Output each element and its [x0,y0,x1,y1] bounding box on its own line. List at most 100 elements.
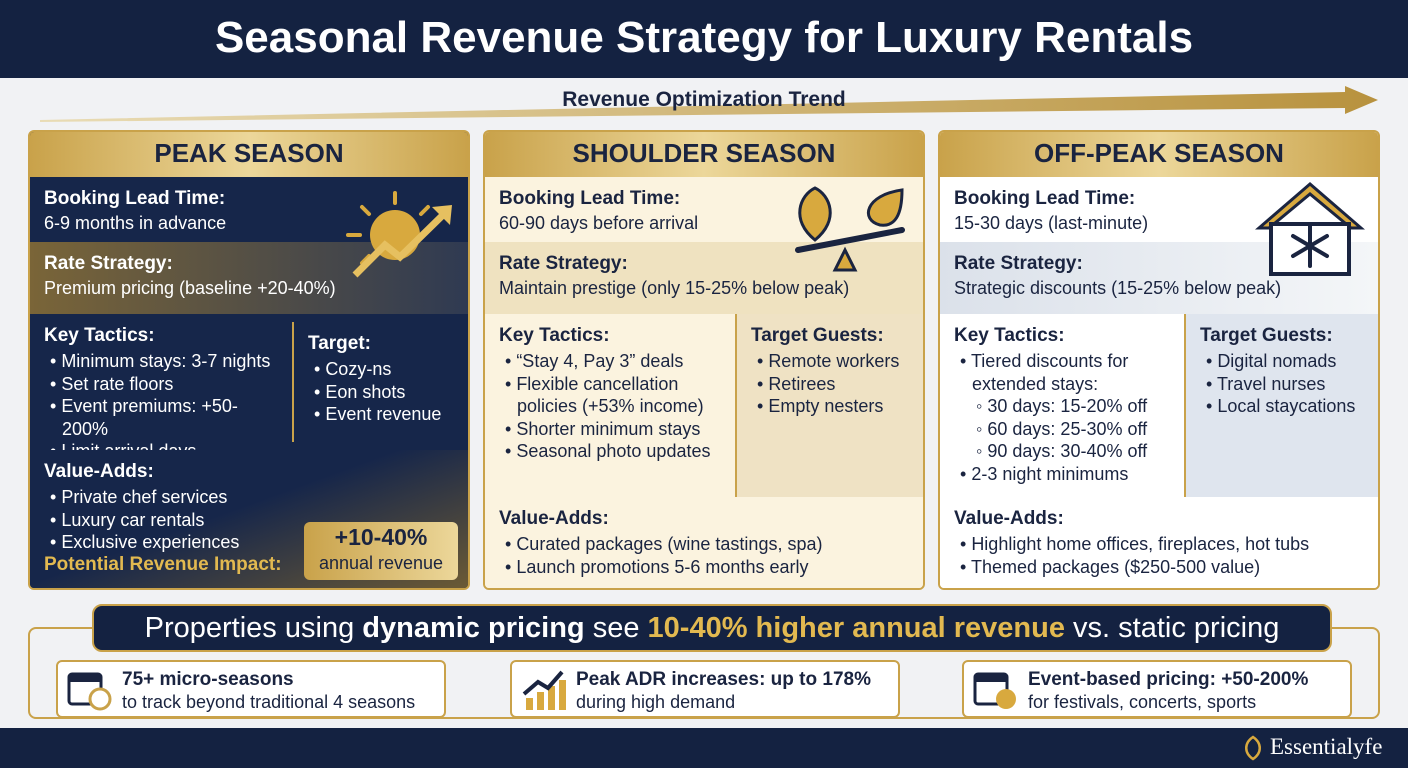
list-item: • Curated packages (wine tastings, spa) [505,534,823,554]
value-label: Value-Adds: [499,508,609,529]
season-title: SHOULDER SEASON [485,132,923,177]
item-text: Highlight home offices, fireplaces, hot … [971,534,1310,554]
item-text: Set rate floors [61,373,174,394]
list-item: • Flexible cancellation policies (+53% i… [505,373,704,417]
season-card: SHOULDER SEASON Booking Lead Time: 60-90 d… [483,130,925,590]
list-item: • Shorter minimum stays [505,418,701,439]
list-item: • Seasonal photo updates [505,441,711,461]
list-item: • Launch promotions 5-6 months early [505,556,809,577]
list-item: • Event premiums: +50-200% [50,396,238,439]
key-tactics: Key Tactics: • “Stay 4, Pay 3” deals • Fle… [485,314,735,497]
target-label: Target: [308,333,371,354]
stat-subtitle: for festivals, concerts, sports [1028,692,1257,712]
item-text: Event premiums: +50-200% [61,396,238,439]
rate-text: Maintain prestige (only 15-25% below pea… [499,278,850,298]
calendar-clock-icon [67,672,112,711]
item-text: Event revenue [325,404,442,424]
subitem-text: 60 days: 25-30% off [987,418,1148,439]
list-item: • Luxury car rentals [50,509,205,530]
item-text: Eon shots [325,381,406,402]
item-text: Themed packages ($250-500 value) [970,556,1261,577]
item-text: Seasonal photo updates [516,441,711,461]
trend-arrow [40,86,1378,122]
item-text: Launch promotions 5-6 months early [516,556,809,577]
footer-band [0,728,1408,768]
value-label: Value-Adds: [954,508,1064,529]
lead-time: Booking Lead Time: 60-90 days before arri… [485,177,923,242]
list-item: • Local staycations [1206,396,1356,416]
scale-icon [795,186,905,272]
season-title: OFF-PEAK SEASON [940,132,1378,177]
season-card: OFF-PEAK SEASON Booking Lead Time: 15-30 d… [938,130,1380,590]
stat-box: Peak ADR increases: up to 178% during hi… [510,660,900,718]
banner-emphasis: dynamic pricing [362,612,585,644]
lead-text: 15-30 days (last-minute) [954,213,1149,233]
list-item: • Digital nomads [1206,351,1337,371]
target: Target Guests: • Digital nomads • Travel n… [1184,314,1378,497]
subitem-text: 30 days: 15-20% off [987,396,1148,416]
calendar-event-icon [973,672,1016,709]
house-snowflake-icon [1255,182,1365,276]
list-item: • Themed packages ($250-500 value) [960,556,1261,577]
rate-strategy: Rate Strategy: Maintain prestige (only 15… [485,242,923,314]
list-item: • 2-3 night minimums [960,463,1129,484]
lead-label: Booking Lead Time: [954,188,1136,209]
item-text: Private chef services [61,487,228,507]
stat-box: Event-based pricing: +50-200% for festiv… [962,660,1352,718]
sun-icon [346,191,452,278]
tactics-label: Key Tactics: [954,325,1065,346]
rate-text: Premium pricing (baseline +20-40%) [44,278,336,298]
rate-strategy: Rate Strategy: Strategic discounts (15-25… [940,242,1378,314]
list-item: • Exclusive experiences [50,532,240,552]
target: Target: • Cozy-ns • Eon shots • Event reven… [292,322,468,442]
season-title: PEAK SEASON [30,132,468,177]
rate-label: Rate Strategy: [954,253,1083,274]
item-text: Exclusive experiences [61,532,240,552]
lead-label: Booking Lead Time: [44,188,226,209]
brand-name: Essentialyfe [1270,734,1383,759]
target-label: Target Guests: [751,325,884,346]
list-item: • Highlight home offices, fireplaces, ho… [960,534,1310,554]
rate-label: Rate Strategy: [499,253,628,274]
list-item: • Set rate floors [50,373,174,394]
list-subitem: ◦ 60 days: 25-30% off [976,418,1148,439]
item-text: Digital nomads [1217,351,1337,371]
item-text: Curated packages (wine tastings, spa) [516,534,823,554]
value-label: Value-Adds: [44,461,154,482]
item-text: Minimum stays: 3-7 nights [61,351,271,371]
banner-text: Properties using [144,612,355,644]
lead-text: 60-90 days before arrival [499,213,699,233]
item-text: Empty nesters [768,396,884,416]
item-text: Retirees [768,373,836,394]
key-tactics: Key Tactics: • Tiered discounts for exten… [940,314,1184,497]
key-tactics: Key Tactics: • Minimum stays: 3-7 nights •… [30,314,292,461]
item-text: Tiered discounts for extended stays: [970,351,1129,394]
list-item: • Empty nesters [757,396,884,416]
list-subitem: ◦ 30 days: 15-20% off [976,396,1148,416]
growth-icon [522,670,566,710]
stat-subtitle: during high demand [576,692,736,712]
stat-box: 75+ micro-seasons to track beyond tradit… [56,660,446,718]
item-text: 2-3 night minimums [971,463,1129,484]
impact-box: +10-40% annual revenue [304,522,458,580]
value-adds: Value-Adds: • Highlight home offices, fir… [940,497,1378,588]
lead-text: 6-9 months in advance [44,213,227,233]
list-item: • Eon shots [314,381,406,402]
list-item: • Retirees [757,373,836,394]
trend-label: Revenue Optimization Trend [562,88,846,111]
list-item: • Travel nurses [1206,373,1326,394]
stat-title: 75+ micro-seasons [122,669,294,690]
tactics-label: Key Tactics: [499,325,610,346]
target-label: Target Guests: [1200,325,1333,346]
stat-subtitle: to track beyond traditional 4 seasons [122,692,416,712]
rate-label: Rate Strategy: [44,253,173,274]
item-text: Shorter minimum stays [516,418,701,439]
banner-highlight: 10-40% higher annual revenue [647,612,1065,644]
banner: Properties using dynamic pricing see 10-… [92,604,1332,652]
tactics-label: Key Tactics: [44,325,155,346]
stat-title: Peak ADR increases: up to 178% [576,669,871,690]
item-text: Luxury car rentals [61,509,205,530]
season-card: PEAK SEASON Booking Lead Time: 6-9 months … [28,130,470,590]
item-text: “Stay 4, Pay 3” deals [516,351,684,371]
